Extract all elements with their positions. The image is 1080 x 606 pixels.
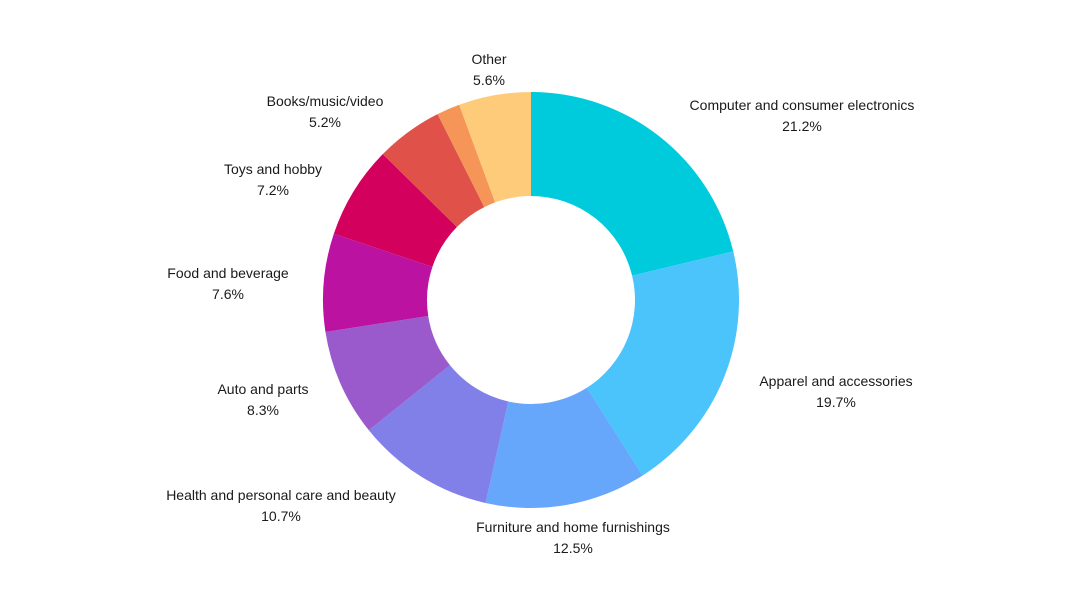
donut-slice-6: [322, 233, 433, 332]
slice-category-label: Toys and hobby: [224, 161, 322, 177]
donut-slice-1: [531, 92, 734, 276]
slice-value-label: 19.7%: [816, 394, 856, 410]
slice-category-label: Other: [471, 51, 506, 67]
slice-category-label: Auto and parts: [217, 381, 308, 397]
slice-category-label: Books/music/video: [267, 93, 384, 109]
slice-value-label: 5.6%: [473, 72, 505, 88]
donut-slice-3: [485, 387, 643, 508]
slice-value-label: 21.2%: [782, 118, 822, 134]
slice-value-label: 12.5%: [553, 540, 593, 556]
slice-category-label: Computer and consumer electronics: [690, 97, 915, 113]
slice-category-label: Health and personal care and beauty: [166, 487, 396, 503]
slice-value-label: 5.2%: [309, 114, 341, 130]
slice-value-label: 8.3%: [247, 402, 279, 418]
donut-slice-8: [382, 114, 485, 228]
donut-slice-9: [437, 104, 496, 208]
donut-slice-10: [459, 92, 531, 203]
donut-slice-2: [586, 251, 739, 476]
slice-category-label: Furniture and home furnishings: [476, 519, 670, 535]
slice-category-label: Food and beverage: [167, 265, 289, 281]
slice-value-label: 7.6%: [212, 286, 244, 302]
slice-category-label: Apparel and accessories: [759, 373, 912, 389]
donut-slice-4: [368, 365, 509, 503]
donut-slice-7: [333, 154, 457, 267]
slice-value-label: 7.2%: [257, 182, 289, 198]
slice-value-label: 10.7%: [261, 508, 301, 524]
donut-slice-5: [325, 315, 450, 431]
